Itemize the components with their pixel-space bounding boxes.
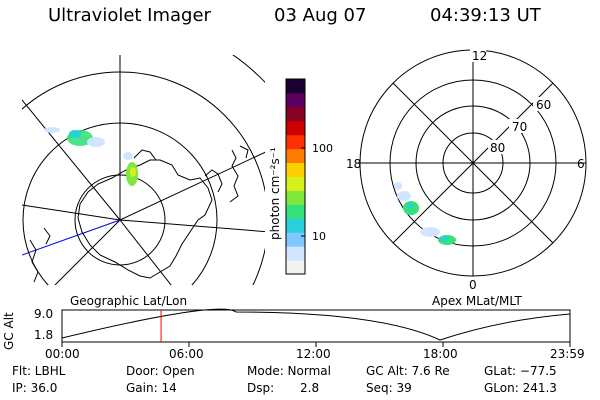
glon-info: GLon: 241.3 xyxy=(484,381,557,395)
longitude-lines xyxy=(22,55,265,285)
lat-label-bg-80 xyxy=(488,140,508,154)
colorbar-cell xyxy=(286,79,305,94)
colorbar: 100 10 photon cm⁻²s⁻¹ xyxy=(268,78,333,275)
time-label-0000: 00:00 xyxy=(45,347,80,361)
colorbar-cell xyxy=(286,134,305,150)
mlt-label-0: 0 xyxy=(469,278,477,292)
colorbar-unit-label: photon cm⁻²s⁻¹ xyxy=(268,147,282,240)
seq-info: Seq: 39 xyxy=(366,381,412,395)
alt-max-label: 9.0 xyxy=(34,307,54,321)
alt-min-label: 1.8 xyxy=(34,328,54,342)
mode-info: Mode: Normal xyxy=(247,364,331,378)
timeline-frame xyxy=(61,309,571,343)
gc-alt-info: GC Alt: 7.6 Re xyxy=(366,364,450,378)
colorbar-cell xyxy=(286,190,305,205)
apex-mlat-mlt-label: Apex MLat/MLT xyxy=(432,294,522,308)
colorbar-cell xyxy=(286,218,305,233)
colorbar-cell xyxy=(286,246,305,261)
mlt-label-bg-0 xyxy=(468,278,478,290)
instrument-title: Ultraviolet Imager xyxy=(48,5,211,26)
altitude-curve xyxy=(61,308,571,341)
dsp-value: 2.8 xyxy=(300,381,320,395)
colorbar-cells xyxy=(286,79,305,275)
geographic-map xyxy=(22,55,265,285)
ip-info: IP: 36.0 xyxy=(12,381,58,395)
time-label-2359: 23:59 xyxy=(550,347,585,361)
mlt-label-bg-12 xyxy=(470,48,486,62)
local-meridian-line xyxy=(22,219,121,256)
lat-label-80: 80 xyxy=(490,141,505,155)
colorbar-cell xyxy=(286,162,305,177)
gc-alt-axis-label: GC Alt xyxy=(2,312,16,350)
colorbar-cell xyxy=(286,120,305,136)
observation-date: 03 Aug 07 xyxy=(274,5,367,26)
lat-label-bg-70 xyxy=(509,119,529,133)
glat-info: GLat: −77.5 xyxy=(484,364,557,378)
lat-label-60: 60 xyxy=(536,98,551,112)
geo-aurora-emission xyxy=(44,127,138,186)
observation-time: 04:39:13 UT xyxy=(430,5,541,26)
colorbar-cell xyxy=(286,106,305,122)
time-label-1200: 12:00 xyxy=(296,347,331,361)
coastlines xyxy=(29,145,249,283)
gain-info: Gain: 14 xyxy=(126,381,177,395)
colorbar-tick-label-10: 10 xyxy=(312,230,326,243)
polar-radials xyxy=(360,50,586,276)
colorbar-cell xyxy=(286,148,305,164)
mlt-label-18: 18 xyxy=(346,157,361,171)
polar-aurora-emission xyxy=(394,182,456,245)
colorbar-cell xyxy=(286,92,305,108)
mlt-label-12: 12 xyxy=(472,49,487,63)
dsp-label: Dsp: xyxy=(247,381,275,395)
colorbar-cell xyxy=(286,204,305,219)
geographic-latlon-label: Geographic Lat/Lon xyxy=(70,294,188,308)
mlt-label-6: 6 xyxy=(577,157,585,171)
lat-label-70: 70 xyxy=(512,120,527,134)
time-label-1800: 18:00 xyxy=(423,347,458,361)
colorbar-tick-label-100: 100 xyxy=(312,142,333,155)
filter-info: Flt: LBHL xyxy=(12,364,66,378)
colorbar-cell xyxy=(286,260,305,275)
colorbar-cell xyxy=(286,176,305,191)
door-info: Door: Open xyxy=(126,364,195,378)
polar-plot: 12 18 6 0 60 70 80 xyxy=(346,48,587,292)
time-label-0600: 06:00 xyxy=(169,347,204,361)
altitude-timeline xyxy=(61,308,571,347)
colorbar-frame xyxy=(285,78,306,275)
colorbar-cell xyxy=(286,232,305,247)
lat-label-bg-60 xyxy=(533,97,553,111)
